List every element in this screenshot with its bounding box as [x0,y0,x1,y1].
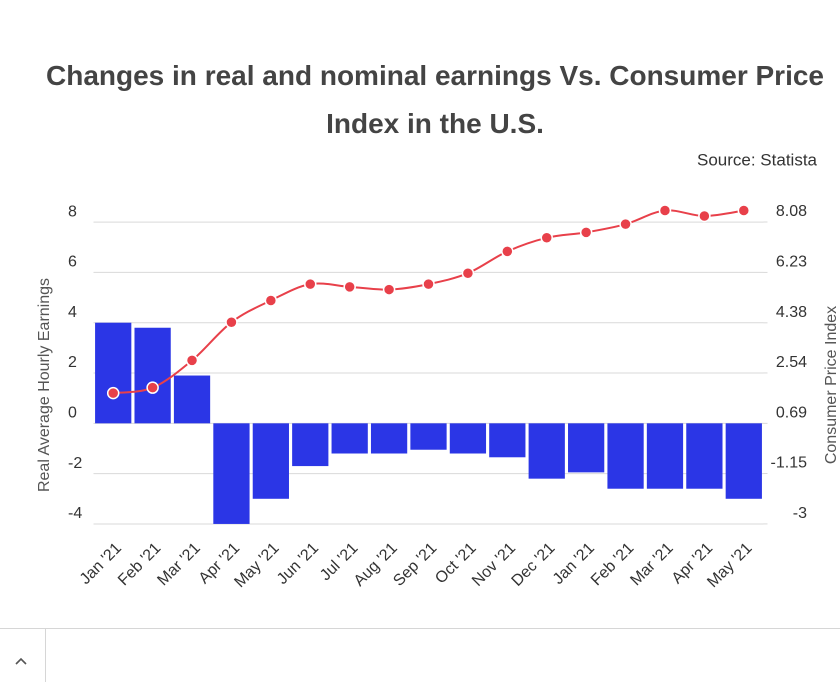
point [343,280,356,294]
x-tick-label: Feb '21 [588,540,637,589]
y-tick-label: 2 [68,354,77,371]
y-axis-title: Real Average Hourly Earnings [36,278,53,492]
point [422,277,435,291]
y-tick-label: -2 [68,455,82,472]
bar [607,423,644,489]
x-tick-label: Sep '21 [390,540,440,590]
bar [370,423,408,454]
bar [410,423,447,450]
point [540,231,553,245]
point [737,204,751,217]
bar [449,423,487,454]
x-tick-label: Mar '21 [154,540,203,589]
source: Source: Statista [697,150,818,169]
y-tick-label: -4 [68,505,82,522]
y-tick-label: 0 [68,405,77,422]
y-tick-label: 6 [68,254,77,271]
x-tick-label: May '21 [231,540,282,591]
point [619,217,632,231]
point [146,381,159,394]
bar [134,327,171,424]
point [698,209,711,223]
bar [568,423,605,473]
x-tick-label: Mar '21 [627,540,676,589]
y2-tick-label: -1.15 [771,455,808,472]
point [304,277,317,291]
y-tick-label: 8 [68,203,77,220]
point [382,283,396,296]
point [579,226,593,239]
y2-tick-label: -3 [793,505,807,522]
point [461,266,475,280]
bar [95,322,132,424]
y2-tick-label: 6.23 [776,254,807,271]
y2-tick-label: 2.54 [776,354,807,371]
y2-tick-label: 4.38 [776,304,807,321]
point [106,386,120,400]
bar [646,423,684,489]
collapse-button[interactable] [0,629,46,682]
bottom-bar [0,628,840,682]
bar [213,423,250,524]
x-tick-label: May '21 [704,540,755,591]
bar [331,423,368,454]
bar [725,423,762,499]
bar [252,423,289,499]
point [225,316,238,329]
y-tick-label: 4 [68,304,77,321]
y2-tick-label: 0.69 [776,405,807,422]
separator [45,629,46,682]
line [113,209,744,395]
bar [292,423,329,467]
bar [528,423,565,479]
y2-axis-title: Consumer Price Index [823,306,840,464]
x-tick-label: Feb '21 [115,540,164,589]
point [264,294,278,307]
x-tick-label: Dec '21 [509,540,559,590]
point [185,354,199,367]
point [658,204,672,217]
bar [173,375,211,424]
y2-tick-label: 8.08 [776,203,807,220]
bar [489,423,526,458]
x-tick-label: Jun '21 [274,540,322,588]
bar [686,423,723,489]
point [501,245,514,258]
chart-title: Changes in real and nominal earnings Vs.… [46,60,824,139]
